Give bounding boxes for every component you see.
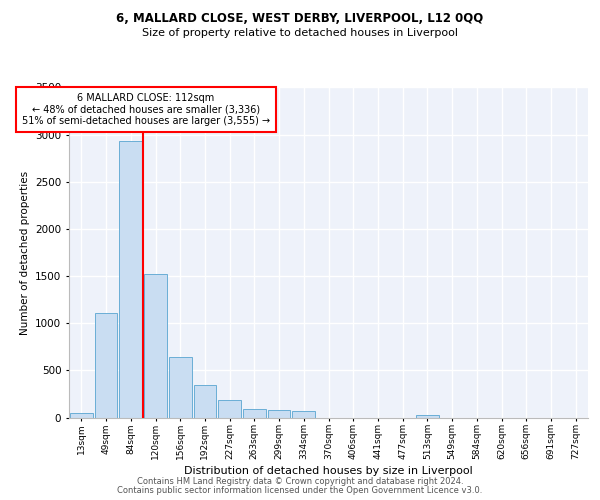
Bar bbox=[169, 357, 191, 418]
Bar bbox=[119, 141, 142, 417]
X-axis label: Distribution of detached houses by size in Liverpool: Distribution of detached houses by size … bbox=[184, 466, 473, 476]
Bar bbox=[218, 400, 241, 417]
Bar bbox=[70, 413, 93, 418]
Bar bbox=[416, 414, 439, 418]
Bar bbox=[268, 410, 290, 418]
Text: Size of property relative to detached houses in Liverpool: Size of property relative to detached ho… bbox=[142, 28, 458, 38]
Text: Contains public sector information licensed under the Open Government Licence v3: Contains public sector information licen… bbox=[118, 486, 482, 495]
Bar bbox=[194, 385, 216, 418]
Text: Contains HM Land Registry data © Crown copyright and database right 2024.: Contains HM Land Registry data © Crown c… bbox=[137, 477, 463, 486]
Bar bbox=[95, 313, 118, 418]
Text: 6, MALLARD CLOSE, WEST DERBY, LIVERPOOL, L12 0QQ: 6, MALLARD CLOSE, WEST DERBY, LIVERPOOL,… bbox=[116, 12, 484, 26]
Y-axis label: Number of detached properties: Number of detached properties bbox=[20, 170, 29, 334]
Text: 6 MALLARD CLOSE: 112sqm
← 48% of detached houses are smaller (3,336)
51% of semi: 6 MALLARD CLOSE: 112sqm ← 48% of detache… bbox=[22, 92, 269, 126]
Bar bbox=[243, 409, 266, 418]
Bar bbox=[144, 274, 167, 418]
Bar bbox=[292, 412, 315, 418]
